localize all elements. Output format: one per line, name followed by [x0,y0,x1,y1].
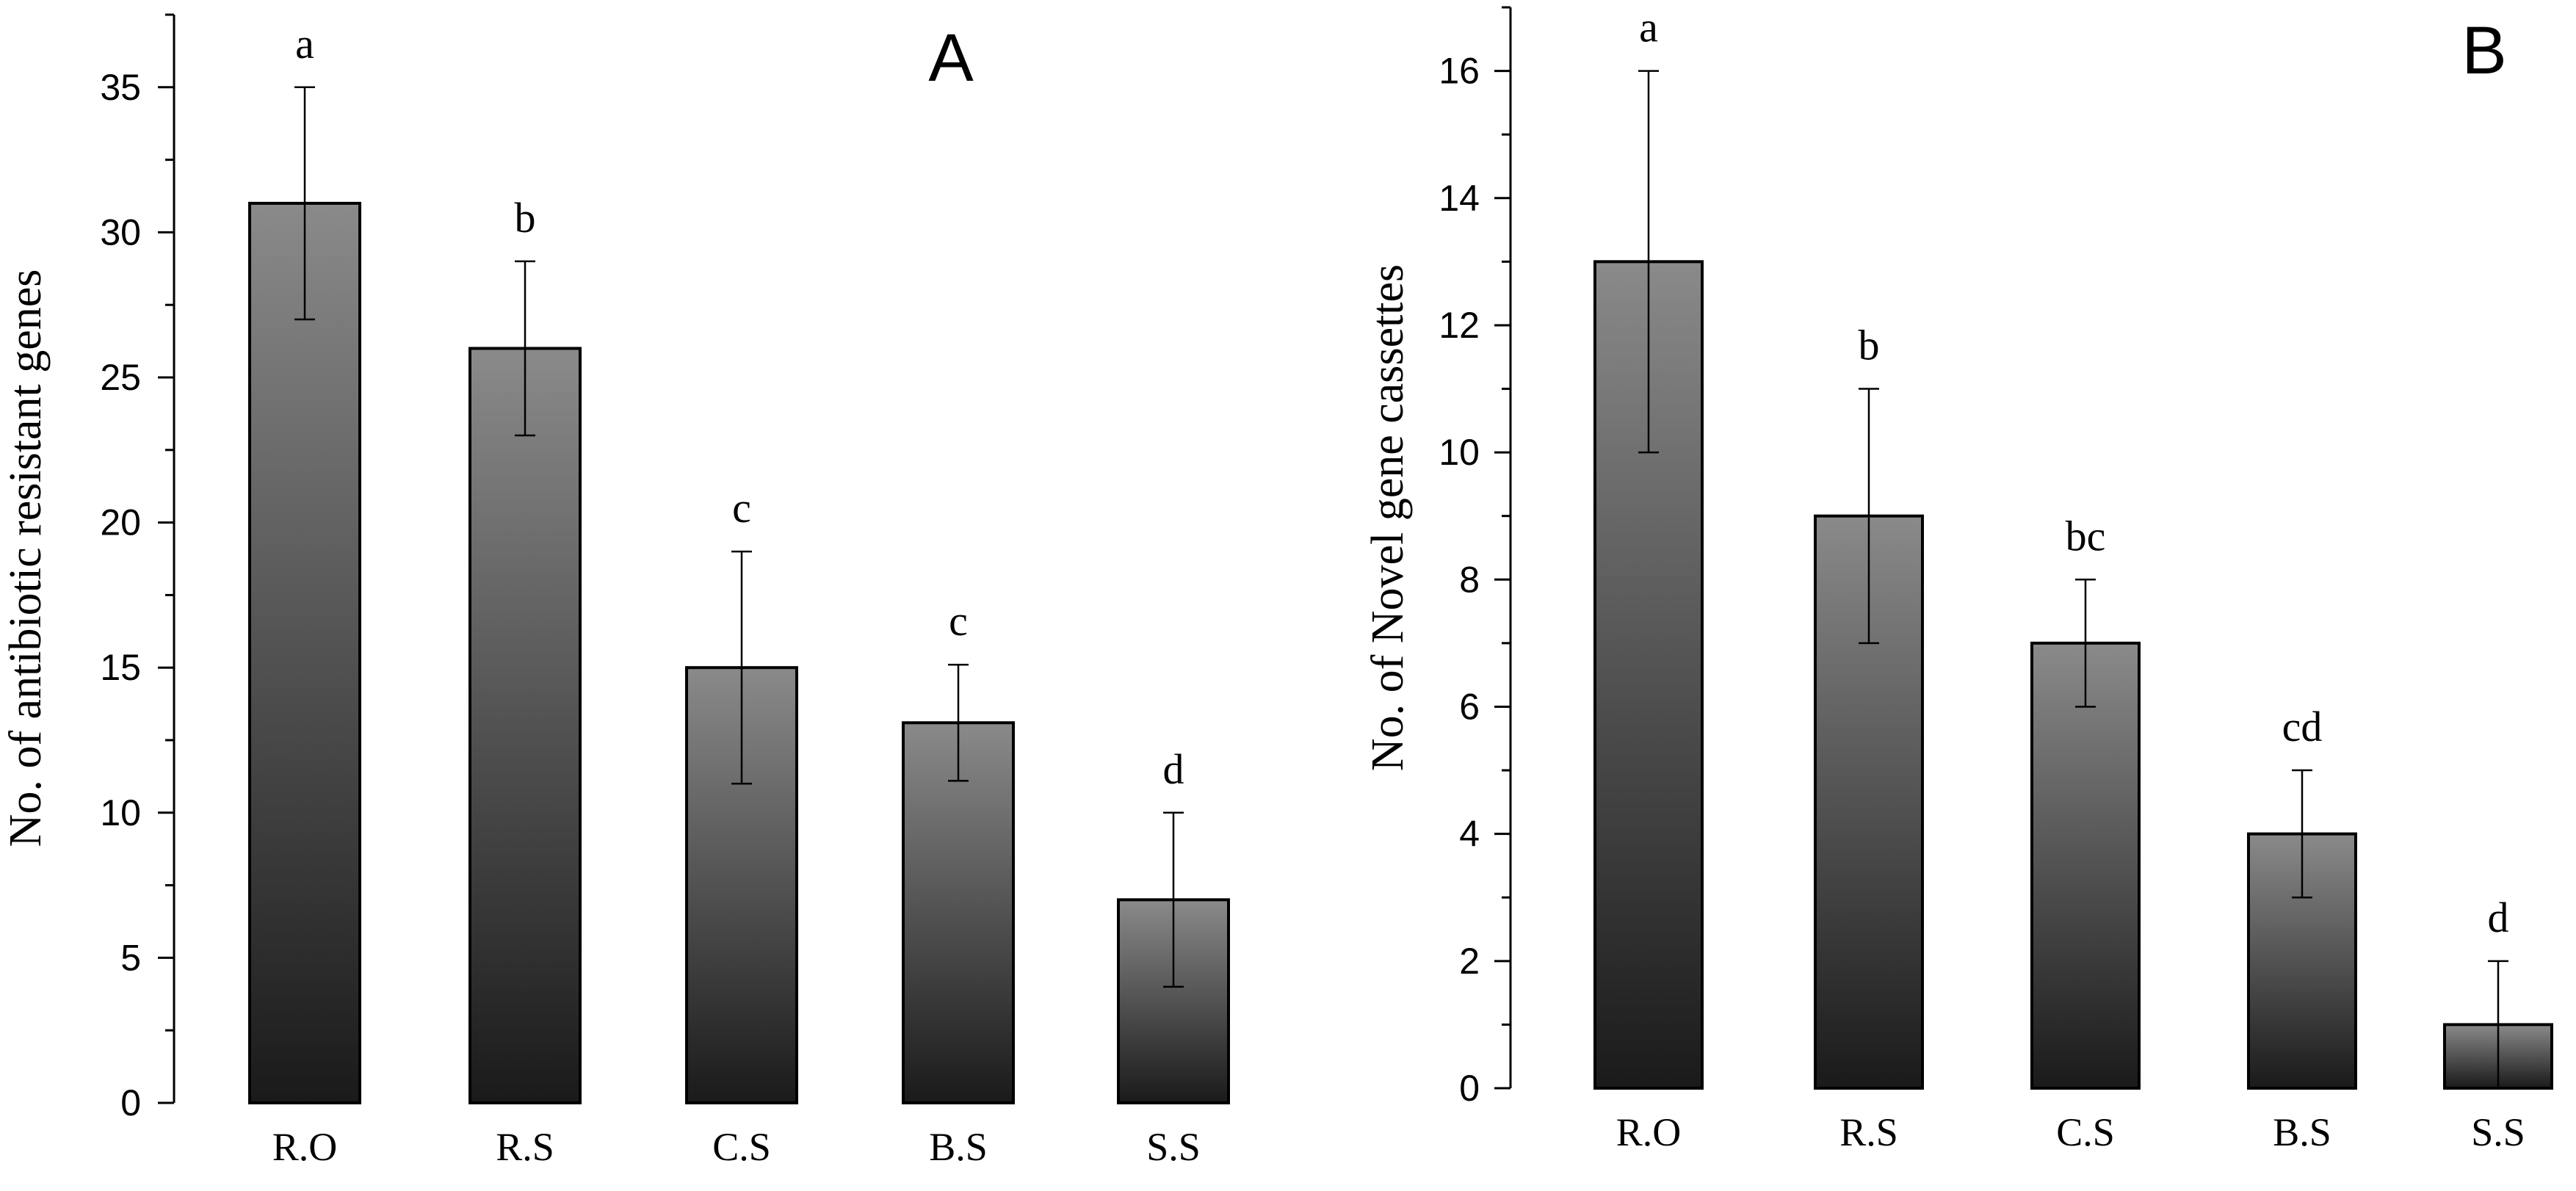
x-tick-label: R.O [272,1125,338,1169]
y-tick-label: 5 [120,937,141,978]
significance-letter: bc [2066,512,2106,560]
panel-a-chart: 0 5 10 15 20 25 30 35 No. of antibiotic resistan… [1,13,1230,1169]
bar-ro [248,201,361,1104]
significance-letter: b [1859,322,1880,369]
y-tick-label: 35 [100,67,141,108]
significance-letter: c [732,484,751,532]
y-tick-label: 25 [100,357,141,398]
y-tick-label: 8 [1459,559,1480,600]
x-tick-label: C.S [2056,1110,2115,1154]
x-tick-label: R.O [1616,1110,1682,1154]
y-tick-label: 0 [1459,1068,1480,1109]
y-axis-title: No. of Novel gene cassettes [1363,264,1413,771]
x-tick-label: B.S [2273,1110,2331,1154]
bar-rs [468,347,582,1105]
bar-bs [902,721,1015,1104]
y-tick-label: 2 [1459,941,1480,982]
x-tick-label: C.S [712,1125,771,1169]
y-axis-title: No. of antibiotic resistant genes [1,269,51,847]
significance-letter: c [949,597,968,645]
panel-label: A [928,21,974,95]
significance-letter: d [1163,745,1184,793]
y-tick-label: 20 [100,502,141,543]
significance-letter: a [1639,4,1658,51]
y-tick-label: 30 [100,211,141,253]
y-tick-label: 0 [120,1082,141,1123]
x-tick-label: S.S [1146,1125,1201,1169]
y-tick-label: 4 [1459,814,1480,855]
y-tick-label: 12 [1439,305,1480,346]
y-tick-label: 16 [1439,51,1480,92]
y-tick-label: 10 [1439,432,1480,473]
significance-letter: b [515,194,536,242]
y-tick-label: 10 [100,792,141,833]
panel-label: B [2461,13,2506,88]
y-tick-label: 14 [1439,178,1480,219]
significance-letter: a [295,20,314,68]
x-tick-label: R.S [496,1125,554,1169]
bar-cs [2030,641,2141,1090]
panel-b-chart: 0 2 4 6 8 10 12 14 16 No. of Novel gene cassettes… [1363,4,2553,1154]
y-tick-label: 15 [100,647,141,688]
y-tick-label: 6 [1459,686,1480,727]
significance-letter: cd [2282,703,2323,750]
x-tick-label: B.S [929,1125,988,1169]
x-tick-label: S.S [2471,1110,2525,1154]
significance-letter: d [2488,894,2509,941]
x-tick-label: R.S [1839,1110,1898,1154]
